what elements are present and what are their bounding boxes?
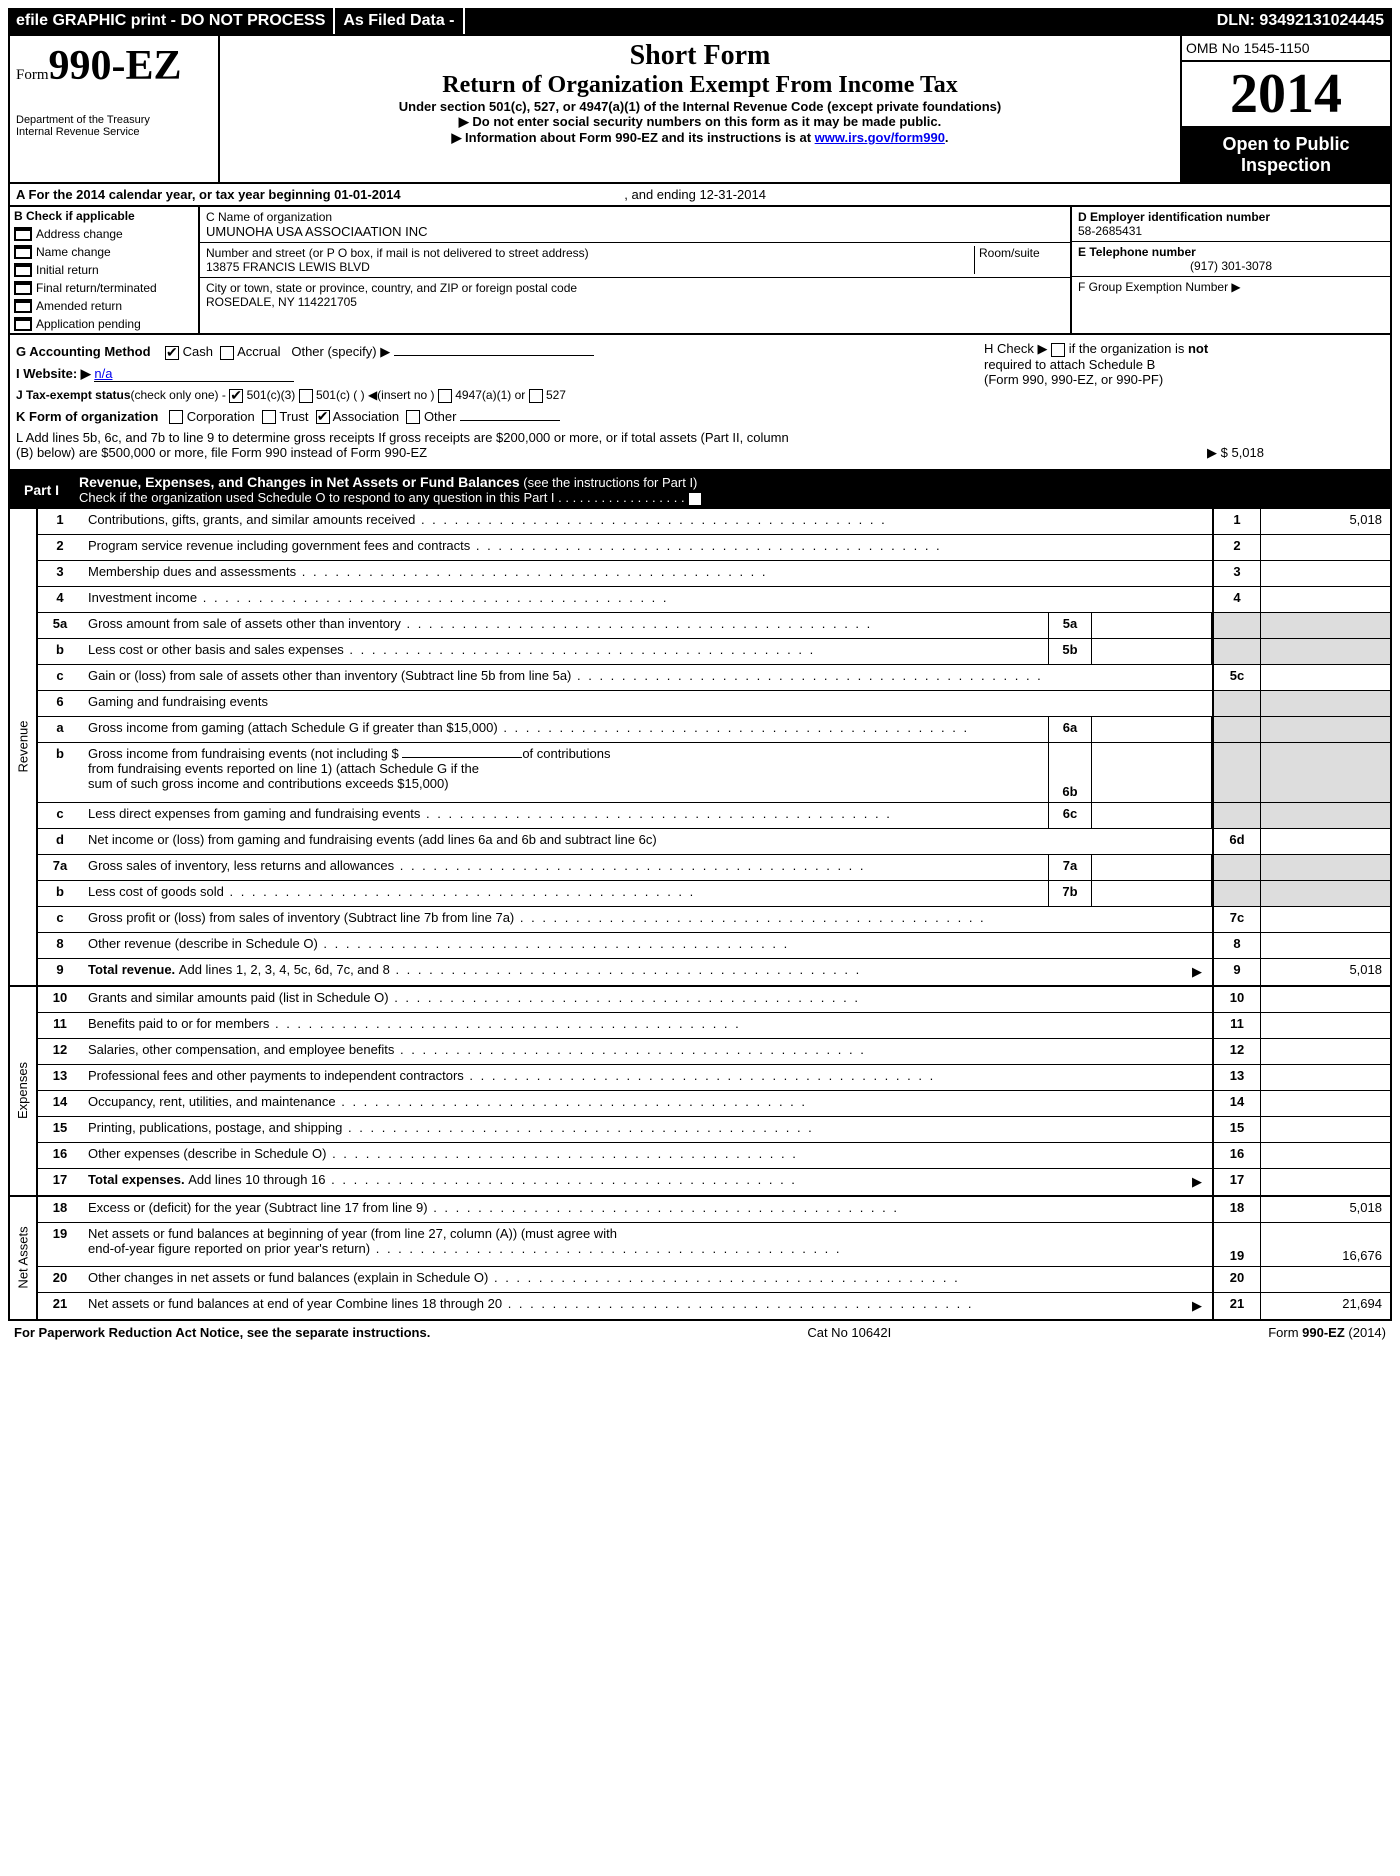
tel-label: E Telephone number xyxy=(1078,245,1196,259)
line-21-value: 21,694 xyxy=(1260,1293,1390,1319)
expenses-label: Expenses xyxy=(10,987,38,1195)
cb-final-return[interactable]: Final return/terminated xyxy=(10,279,198,297)
header-left: Form990-EZ Department of the Treasury In… xyxy=(10,36,220,182)
cb-501c[interactable] xyxy=(299,389,313,403)
row-a-calendar-year: A For the 2014 calendar year, or tax yea… xyxy=(8,184,1392,207)
dept-treasury: Department of the Treasury xyxy=(16,114,212,126)
line-1-value: 5,018 xyxy=(1260,509,1390,534)
dln: DLN: 93492131024445 xyxy=(1209,8,1392,34)
open-public: Open to Public Inspection xyxy=(1182,128,1390,182)
city-label: City or town, state or province, country… xyxy=(206,281,1064,295)
note-info: ▶ Information about Form 990-EZ and its … xyxy=(228,130,1172,146)
cb-schedule-b[interactable] xyxy=(1051,343,1065,357)
street-label: Number and street (or P O box, if mail i… xyxy=(206,246,974,260)
page-footer: For Paperwork Reduction Act Notice, see … xyxy=(8,1321,1392,1344)
cb-501c3[interactable] xyxy=(229,389,243,403)
form-prefix: Form xyxy=(16,67,49,83)
efile-label: efile GRAPHIC print - DO NOT PROCESS xyxy=(8,8,335,34)
street-value: 13875 FRANCIS LEWIS BLVD xyxy=(206,260,974,274)
part-1-header: Part I Revenue, Expenses, and Changes in… xyxy=(8,471,1392,509)
cb-application-pending[interactable]: Application pending xyxy=(10,315,198,333)
cb-amended-return[interactable]: Amended return xyxy=(10,297,198,315)
section-h: H Check ▶ if the organization is not req… xyxy=(984,341,1384,387)
tax-year: 2014 xyxy=(1182,62,1390,128)
form-ref: Form 990-EZ (2014) xyxy=(1268,1325,1386,1340)
tel-value: (917) 301-3078 xyxy=(1078,259,1384,273)
line-19-value: 16,676 xyxy=(1260,1223,1390,1266)
top-bar: efile GRAPHIC print - DO NOT PROCESS As … xyxy=(8,8,1392,34)
cb-name-change[interactable]: Name change xyxy=(10,243,198,261)
line-9-value: 5,018 xyxy=(1260,959,1390,985)
header-middle: Short Form Return of Organization Exempt… xyxy=(220,36,1180,182)
paperwork-notice: For Paperwork Reduction Act Notice, see … xyxy=(14,1325,430,1340)
room-suite-label: Room/suite xyxy=(974,246,1064,274)
part-1-grid: Revenue 1Contributions, gifts, grants, a… xyxy=(8,509,1392,1321)
section-j: J Tax-exempt status(check only one) - 50… xyxy=(16,385,1384,406)
header-right: OMB No 1545-1150 2014 Open to Public Ins… xyxy=(1180,36,1390,182)
cb-cash[interactable] xyxy=(165,346,179,360)
section-k: K Form of organization Corporation Trust… xyxy=(16,406,1384,428)
cb-other-org[interactable] xyxy=(406,410,420,424)
subtitle: Under section 501(c), 527, or 4947(a)(1)… xyxy=(228,99,1172,114)
group-exemption: F Group Exemption Number ▶ xyxy=(1072,277,1390,297)
section-l: L Add lines 5b, 6c, and 7b to line 9 to … xyxy=(16,427,1384,463)
gross-receipts-value: ▶ $ 5,018 xyxy=(1207,445,1264,461)
column-c-org-info: C Name of organization UMUNOHA USA ASSOC… xyxy=(200,207,1070,333)
org-name-label: C Name of organization xyxy=(206,210,1064,224)
net-assets-label: Net Assets xyxy=(10,1197,38,1319)
cb-trust[interactable] xyxy=(262,410,276,424)
form-header: Form990-EZ Department of the Treasury In… xyxy=(8,34,1392,184)
note-ssn: ▶ Do not enter social security numbers o… xyxy=(228,114,1172,130)
column-b-checkboxes: B Check if applicable Address change Nam… xyxy=(10,207,200,333)
form-number: 990-EZ xyxy=(49,43,182,89)
city-value: ROSEDALE, NY 114221705 xyxy=(206,295,1064,309)
ein-label: D Employer identification number xyxy=(1078,210,1270,224)
asfiled-label: As Filed Data - xyxy=(335,8,464,34)
website-value[interactable]: n/a xyxy=(94,366,294,382)
cb-corporation[interactable] xyxy=(169,410,183,424)
cat-no: Cat No 10642I xyxy=(430,1325,1268,1340)
line-18-value: 5,018 xyxy=(1260,1197,1390,1222)
cb-accrual[interactable] xyxy=(220,346,234,360)
form-page: efile GRAPHIC print - DO NOT PROCESS As … xyxy=(0,0,1400,1352)
info-block: H Check ▶ if the organization is not req… xyxy=(8,335,1392,471)
cb-initial-return[interactable]: Initial return xyxy=(10,261,198,279)
irs-link[interactable]: www.irs.gov/form990 xyxy=(815,130,945,145)
cb-schedule-o[interactable] xyxy=(688,492,702,506)
title-return: Return of Organization Exempt From Incom… xyxy=(228,72,1172,99)
omb-number: OMB No 1545-1150 xyxy=(1182,36,1390,62)
cb-association[interactable] xyxy=(316,410,330,424)
cb-address-change[interactable]: Address change xyxy=(10,225,198,243)
dept-irs: Internal Revenue Service xyxy=(16,126,212,138)
org-name: UMUNOHA USA ASSOCIAATION INC xyxy=(206,224,1064,239)
entity-block: B Check if applicable Address change Nam… xyxy=(8,207,1392,335)
ein-value: 58-2685431 xyxy=(1078,224,1142,238)
column-def: D Employer identification number 58-2685… xyxy=(1070,207,1390,333)
title-short-form: Short Form xyxy=(228,40,1172,72)
cb-527[interactable] xyxy=(529,389,543,403)
revenue-label: Revenue xyxy=(10,509,38,985)
cb-4947[interactable] xyxy=(438,389,452,403)
part-1-label: Part I xyxy=(14,480,69,500)
